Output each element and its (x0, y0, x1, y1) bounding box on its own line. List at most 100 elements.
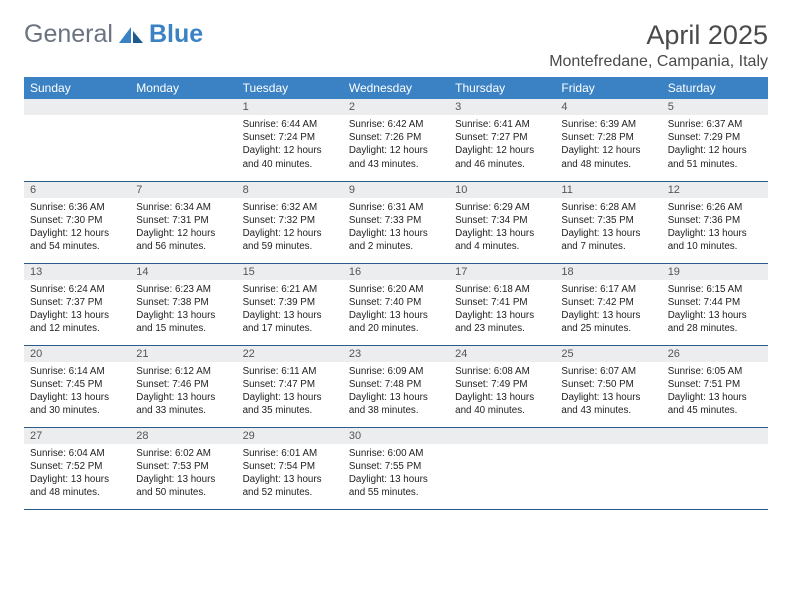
day-number: 23 (343, 346, 449, 362)
day-number: 21 (130, 346, 236, 362)
day-number: 26 (662, 346, 768, 362)
day-details: Sunrise: 6:24 AMSunset: 7:37 PMDaylight:… (24, 280, 130, 339)
day-details: Sunrise: 6:14 AMSunset: 7:45 PMDaylight:… (24, 362, 130, 421)
calendar-cell: 5Sunrise: 6:37 AMSunset: 7:29 PMDaylight… (662, 99, 768, 181)
calendar-cell: 7Sunrise: 6:34 AMSunset: 7:31 PMDaylight… (130, 181, 236, 263)
day-number: 10 (449, 182, 555, 198)
logo-text-general: General (24, 20, 113, 49)
day-details: Sunrise: 6:05 AMSunset: 7:51 PMDaylight:… (662, 362, 768, 421)
calendar-cell: 24Sunrise: 6:08 AMSunset: 7:49 PMDayligh… (449, 345, 555, 427)
weekday-header: Saturday (662, 77, 768, 99)
calendar-cell: 15Sunrise: 6:21 AMSunset: 7:39 PMDayligh… (237, 263, 343, 345)
day-number: 4 (555, 99, 661, 115)
day-number: 15 (237, 264, 343, 280)
day-number: 3 (449, 99, 555, 115)
day-number: 1 (237, 99, 343, 115)
day-number: 28 (130, 428, 236, 444)
calendar-cell: 12Sunrise: 6:26 AMSunset: 7:36 PMDayligh… (662, 181, 768, 263)
day-number: 29 (237, 428, 343, 444)
calendar-cell: 23Sunrise: 6:09 AMSunset: 7:48 PMDayligh… (343, 345, 449, 427)
calendar-cell: 28Sunrise: 6:02 AMSunset: 7:53 PMDayligh… (130, 427, 236, 509)
logo-text-blue: Blue (149, 20, 203, 49)
day-number: 16 (343, 264, 449, 280)
day-details: Sunrise: 6:01 AMSunset: 7:54 PMDaylight:… (237, 444, 343, 503)
month-title: April 2025 (549, 20, 768, 51)
day-details: Sunrise: 6:39 AMSunset: 7:28 PMDaylight:… (555, 115, 661, 174)
calendar-cell (130, 99, 236, 181)
day-number: 5 (662, 99, 768, 115)
calendar-row: 27Sunrise: 6:04 AMSunset: 7:52 PMDayligh… (24, 427, 768, 509)
calendar-cell: 2Sunrise: 6:42 AMSunset: 7:26 PMDaylight… (343, 99, 449, 181)
day-details: Sunrise: 6:41 AMSunset: 7:27 PMDaylight:… (449, 115, 555, 174)
calendar-cell: 29Sunrise: 6:01 AMSunset: 7:54 PMDayligh… (237, 427, 343, 509)
day-number: 18 (555, 264, 661, 280)
day-number: 22 (237, 346, 343, 362)
calendar-cell (555, 427, 661, 509)
calendar-cell: 30Sunrise: 6:00 AMSunset: 7:55 PMDayligh… (343, 427, 449, 509)
day-number: 17 (449, 264, 555, 280)
title-block: April 2025 Montefredane, Campania, Italy (549, 20, 768, 71)
day-number: 6 (24, 182, 130, 198)
calendar-cell: 25Sunrise: 6:07 AMSunset: 7:50 PMDayligh… (555, 345, 661, 427)
day-number: 27 (24, 428, 130, 444)
day-details: Sunrise: 6:07 AMSunset: 7:50 PMDaylight:… (555, 362, 661, 421)
day-details: Sunrise: 6:23 AMSunset: 7:38 PMDaylight:… (130, 280, 236, 339)
day-details: Sunrise: 6:18 AMSunset: 7:41 PMDaylight:… (449, 280, 555, 339)
calendar-cell: 14Sunrise: 6:23 AMSunset: 7:38 PMDayligh… (130, 263, 236, 345)
day-number: 9 (343, 182, 449, 198)
weekday-header: Monday (130, 77, 236, 99)
day-details: Sunrise: 6:28 AMSunset: 7:35 PMDaylight:… (555, 198, 661, 257)
calendar-cell: 27Sunrise: 6:04 AMSunset: 7:52 PMDayligh… (24, 427, 130, 509)
calendar-row: 20Sunrise: 6:14 AMSunset: 7:45 PMDayligh… (24, 345, 768, 427)
calendar-cell: 13Sunrise: 6:24 AMSunset: 7:37 PMDayligh… (24, 263, 130, 345)
day-details: Sunrise: 6:09 AMSunset: 7:48 PMDaylight:… (343, 362, 449, 421)
day-number: 2 (343, 99, 449, 115)
calendar-cell: 26Sunrise: 6:05 AMSunset: 7:51 PMDayligh… (662, 345, 768, 427)
day-details: Sunrise: 6:34 AMSunset: 7:31 PMDaylight:… (130, 198, 236, 257)
day-number: 14 (130, 264, 236, 280)
day-details: Sunrise: 6:42 AMSunset: 7:26 PMDaylight:… (343, 115, 449, 174)
logo: General Blue (24, 20, 203, 49)
day-details: Sunrise: 6:37 AMSunset: 7:29 PMDaylight:… (662, 115, 768, 174)
day-number: 12 (662, 182, 768, 198)
calendar-cell: 6Sunrise: 6:36 AMSunset: 7:30 PMDaylight… (24, 181, 130, 263)
day-number: 8 (237, 182, 343, 198)
weekday-header-row: Sunday Monday Tuesday Wednesday Thursday… (24, 77, 768, 99)
day-details: Sunrise: 6:36 AMSunset: 7:30 PMDaylight:… (24, 198, 130, 257)
calendar-cell: 1Sunrise: 6:44 AMSunset: 7:24 PMDaylight… (237, 99, 343, 181)
day-details: Sunrise: 6:21 AMSunset: 7:39 PMDaylight:… (237, 280, 343, 339)
day-details: Sunrise: 6:08 AMSunset: 7:49 PMDaylight:… (449, 362, 555, 421)
day-details: Sunrise: 6:04 AMSunset: 7:52 PMDaylight:… (24, 444, 130, 503)
calendar-cell: 8Sunrise: 6:32 AMSunset: 7:32 PMDaylight… (237, 181, 343, 263)
day-details: Sunrise: 6:31 AMSunset: 7:33 PMDaylight:… (343, 198, 449, 257)
day-details: Sunrise: 6:11 AMSunset: 7:47 PMDaylight:… (237, 362, 343, 421)
calendar-row: 1Sunrise: 6:44 AMSunset: 7:24 PMDaylight… (24, 99, 768, 181)
calendar-cell: 21Sunrise: 6:12 AMSunset: 7:46 PMDayligh… (130, 345, 236, 427)
weekday-header: Tuesday (237, 77, 343, 99)
calendar-cell (24, 99, 130, 181)
calendar-cell: 22Sunrise: 6:11 AMSunset: 7:47 PMDayligh… (237, 345, 343, 427)
day-number: 13 (24, 264, 130, 280)
day-number: 20 (24, 346, 130, 362)
calendar-table: Sunday Monday Tuesday Wednesday Thursday… (24, 77, 768, 510)
calendar-body: 1Sunrise: 6:44 AMSunset: 7:24 PMDaylight… (24, 99, 768, 509)
day-details: Sunrise: 6:17 AMSunset: 7:42 PMDaylight:… (555, 280, 661, 339)
day-number: 25 (555, 346, 661, 362)
calendar-cell: 11Sunrise: 6:28 AMSunset: 7:35 PMDayligh… (555, 181, 661, 263)
day-details: Sunrise: 6:32 AMSunset: 7:32 PMDaylight:… (237, 198, 343, 257)
day-details: Sunrise: 6:02 AMSunset: 7:53 PMDaylight:… (130, 444, 236, 503)
day-details: Sunrise: 6:15 AMSunset: 7:44 PMDaylight:… (662, 280, 768, 339)
logo-sail-icon (117, 25, 147, 45)
calendar-row: 13Sunrise: 6:24 AMSunset: 7:37 PMDayligh… (24, 263, 768, 345)
page-header: General Blue April 2025 Montefredane, Ca… (24, 20, 768, 71)
calendar-cell: 18Sunrise: 6:17 AMSunset: 7:42 PMDayligh… (555, 263, 661, 345)
location-text: Montefredane, Campania, Italy (549, 53, 768, 71)
calendar-cell (662, 427, 768, 509)
calendar-cell: 16Sunrise: 6:20 AMSunset: 7:40 PMDayligh… (343, 263, 449, 345)
calendar-cell: 19Sunrise: 6:15 AMSunset: 7:44 PMDayligh… (662, 263, 768, 345)
calendar-cell: 10Sunrise: 6:29 AMSunset: 7:34 PMDayligh… (449, 181, 555, 263)
day-details: Sunrise: 6:26 AMSunset: 7:36 PMDaylight:… (662, 198, 768, 257)
weekday-header: Sunday (24, 77, 130, 99)
day-number: 24 (449, 346, 555, 362)
calendar-row: 6Sunrise: 6:36 AMSunset: 7:30 PMDaylight… (24, 181, 768, 263)
